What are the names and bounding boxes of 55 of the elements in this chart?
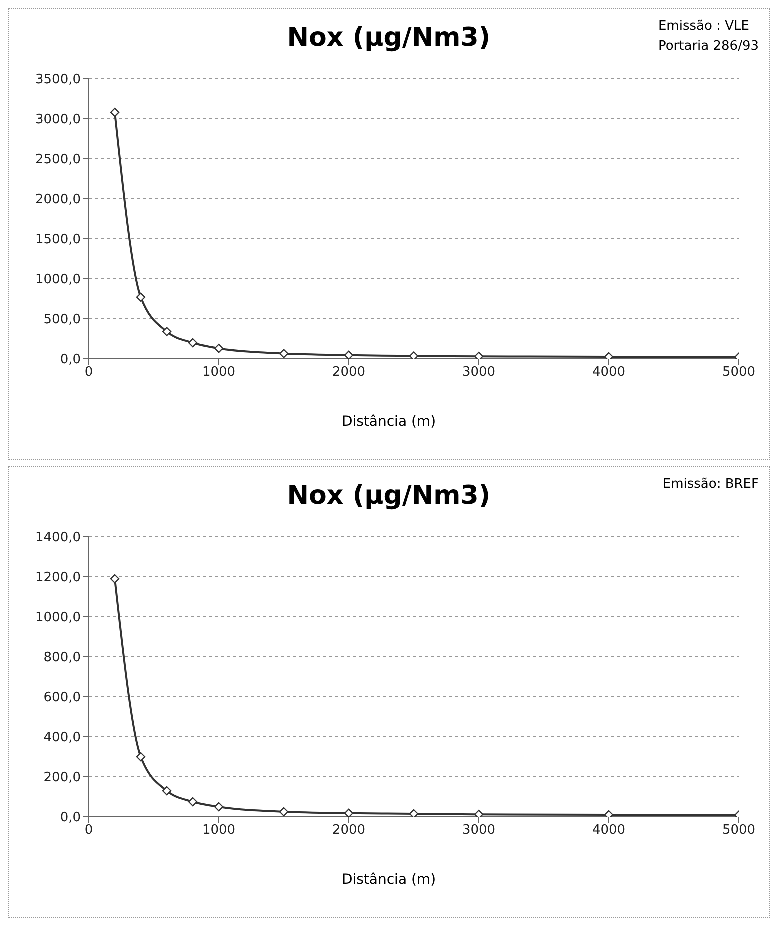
x-tick-label: 4000 [592,823,626,838]
x-tick-label: 0 [84,823,94,838]
x-tick-label: 4000 [592,365,626,380]
y-tick-label: 1500,0 [36,232,81,248]
point [344,808,354,817]
y-tick-label: 800,0 [44,650,81,666]
y-tick-label: 3500,0 [36,72,81,88]
y-tick-label: 2500,0 [36,152,81,168]
y-tick-label: 0,0 [60,810,81,826]
text: Emissão: BREF [662,476,759,494]
y-tick-label: 200,0 [44,770,81,786]
x-tick-label: 5000 [722,365,756,380]
y-tick-label: 500,0 [44,312,81,328]
x-tick-label: 2000 [332,365,366,380]
point [409,809,419,817]
point [188,797,198,807]
x-tick-label: 2000 [332,823,366,838]
y-tick-label: 3000,0 [36,112,81,128]
point [409,352,419,359]
chart-title: Nox (µg/Nm3) [287,481,491,511]
x-tick-label: 1000 [202,823,236,838]
y-tick-label: 1000,0 [36,610,81,626]
point [110,574,120,584]
point [214,802,224,812]
point [110,108,120,118]
y-tick-label: 1200,0 [36,570,81,586]
y-tick-label: 2000,0 [36,192,81,208]
point [474,352,484,359]
y-tick-label: 1000,0 [36,272,81,288]
chart-title: Nox (µg/Nm3) [287,23,491,53]
point [162,786,172,796]
point [279,349,289,358]
point [162,327,172,336]
text: Emissão : VLE [658,18,750,36]
point [604,352,614,359]
y-tick-label: 400,0 [44,730,81,746]
point [474,810,484,817]
point [136,752,146,762]
point [214,344,224,354]
x-tick-label: 3000 [462,365,496,380]
y-tick-label: 0,0 [60,352,81,368]
x-tick-label: 3000 [462,823,496,838]
point [279,807,289,817]
x-tick-label: 1000 [202,365,236,380]
point [136,292,146,302]
y-tick-label: 600,0 [44,690,81,706]
x-tick-label: 0 [84,365,94,380]
y-tick-label: 1400,0 [36,530,81,546]
point [188,338,198,348]
point [604,810,614,817]
text: Portaria 286/93 [658,38,759,56]
point [344,350,354,359]
x-axis-title: Distância (m) [340,414,438,430]
x-axis-title: Distância (m) [340,872,438,888]
x-tick-label: 5000 [722,823,756,838]
